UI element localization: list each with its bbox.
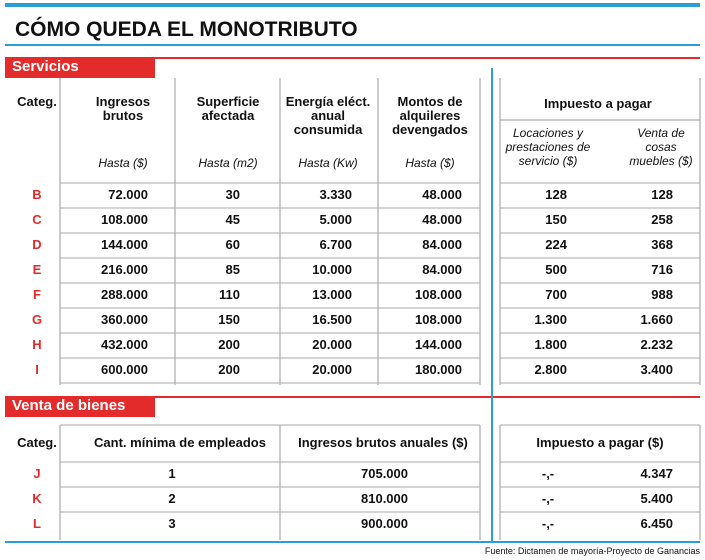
cell: 84.000 xyxy=(422,237,462,252)
cell: 6.700 xyxy=(319,237,352,252)
cell: 2 xyxy=(168,491,176,506)
cell: 3.330 xyxy=(319,187,352,202)
cell: 5.400 xyxy=(640,491,673,506)
cell: 20.000 xyxy=(312,362,352,377)
cell: 1.800 xyxy=(534,337,567,352)
cell: 3.400 xyxy=(640,362,673,377)
cell: 1.660 xyxy=(640,312,673,327)
cell: -,- xyxy=(541,491,555,506)
cell: 716 xyxy=(651,262,673,277)
cell: 432.000 xyxy=(101,337,148,352)
cell: 144.000 xyxy=(101,237,148,252)
cell: 600.000 xyxy=(101,362,148,377)
column-subheader: Hasta ($) xyxy=(98,156,148,170)
cell: 128 xyxy=(651,187,673,202)
cell: 368 xyxy=(651,237,673,252)
cell: 128 xyxy=(545,187,567,202)
cell: 108.000 xyxy=(101,212,148,227)
cell: 150 xyxy=(545,212,567,227)
column-subheader: Locaciones y prestaciones de servicio ($… xyxy=(505,126,591,168)
cell: 48.000 xyxy=(422,187,462,202)
cell: 5.000 xyxy=(319,212,352,227)
category: G xyxy=(31,312,43,327)
section-label: Venta de bienes xyxy=(12,397,126,414)
cell: 144.000 xyxy=(415,337,462,352)
column-header: Ingresos brutos anuales ($) xyxy=(298,435,468,450)
cell: 60 xyxy=(225,237,240,252)
source: Fuente: Dictamen de mayoría-Proyecto de … xyxy=(484,546,700,556)
cell: 3 xyxy=(168,516,176,531)
cell: 20.000 xyxy=(312,337,352,352)
category: I xyxy=(35,362,39,377)
category: E xyxy=(32,262,42,277)
cell: 200 xyxy=(218,362,240,377)
cell: 10.000 xyxy=(312,262,352,277)
category: C xyxy=(32,212,42,227)
cell: 72.000 xyxy=(108,187,148,202)
column-header: Impuesto a pagar ($) xyxy=(536,435,664,450)
cell: 224 xyxy=(545,237,567,252)
title: CÓMO QUEDA EL MONOTRIBUTO xyxy=(15,18,358,41)
cell: 108.000 xyxy=(415,312,462,327)
column-subheader: Venta de cosas muebles ($) xyxy=(629,126,693,168)
category: J xyxy=(33,466,41,481)
cell: 4.347 xyxy=(640,466,673,481)
cell: 45 xyxy=(225,212,240,227)
cell: 500 xyxy=(545,262,567,277)
column-header: Energía eléct. anual consumida xyxy=(285,94,371,137)
cell: 150 xyxy=(218,312,240,327)
cell: 900.000 xyxy=(361,516,408,531)
column-header: Categ. xyxy=(17,435,57,450)
category: K xyxy=(32,491,42,506)
category: B xyxy=(32,187,42,202)
cell: 700 xyxy=(545,287,567,302)
column-subheader: Hasta ($) xyxy=(405,156,455,170)
category: H xyxy=(32,337,42,352)
cell: 85 xyxy=(225,262,240,277)
section-label: Servicios xyxy=(12,58,79,75)
cell: 84.000 xyxy=(422,262,462,277)
cell: 258 xyxy=(651,212,673,227)
column-header: Cant. mínima de empleados xyxy=(94,435,266,450)
cell: 810.000 xyxy=(361,491,408,506)
cell: 705.000 xyxy=(361,466,408,481)
column-header: Categ. xyxy=(17,94,57,109)
column-header: Ingresos brutos xyxy=(95,94,151,123)
cell: 180.000 xyxy=(415,362,462,377)
category: D xyxy=(32,237,42,252)
cell: 108.000 xyxy=(415,287,462,302)
cell: 110 xyxy=(219,287,240,302)
cell: 216.000 xyxy=(101,262,148,277)
column-subheader: Hasta (Kw) xyxy=(298,156,358,170)
cell: -,- xyxy=(541,516,555,531)
column-header: Superficie afectada xyxy=(196,94,260,123)
category: F xyxy=(33,287,41,302)
cell: 2.800 xyxy=(534,362,567,377)
cell: 288.000 xyxy=(101,287,148,302)
cell: 16.500 xyxy=(312,312,352,327)
cell: 1.300 xyxy=(534,312,567,327)
cell: 360.000 xyxy=(101,312,148,327)
cell: 13.000 xyxy=(312,287,352,302)
category: L xyxy=(33,516,41,531)
cell: 6.450 xyxy=(640,516,673,531)
cell: 988 xyxy=(651,287,673,302)
column-header: Impuesto a pagar xyxy=(544,96,652,111)
cell: 30 xyxy=(225,187,240,202)
cell: -,- xyxy=(541,466,555,481)
column-header: Montos de alquileres devengados xyxy=(392,94,468,137)
cell: 2.232 xyxy=(640,337,673,352)
column-subheader: Hasta (m2) xyxy=(198,156,258,170)
cell: 48.000 xyxy=(422,212,462,227)
cell: 1 xyxy=(168,466,176,481)
cell: 200 xyxy=(218,337,240,352)
